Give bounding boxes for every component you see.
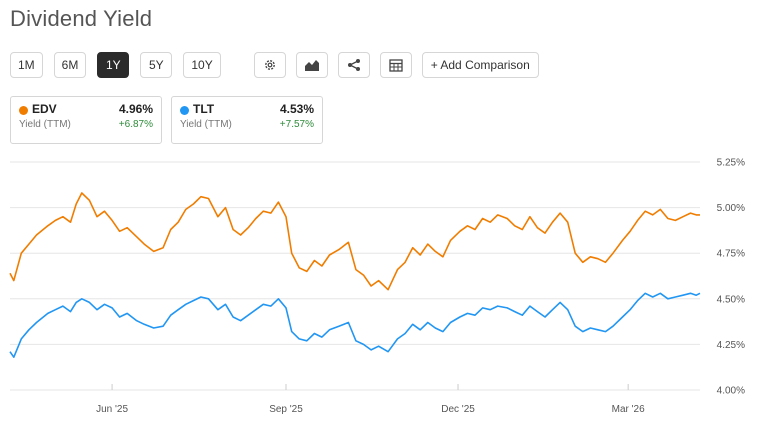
add-comparison-button[interactable]: + Add Comparison (421, 52, 539, 78)
gear-icon (264, 60, 275, 70)
series-line-tlt[interactable] (9, 292, 701, 358)
x-tick-label: Jun '25 (96, 404, 128, 415)
y-tick-label: 4.50% (717, 294, 745, 305)
legend-card-edv[interactable]: EDV 4.96% Yield (TTM) +6.87% (10, 96, 162, 144)
table-view-button[interactable] (379, 52, 412, 78)
axis-labels: 4.00% 4.25% 4.50% 4.75% 5.00% 5.25% Jun '25 Sep… (96, 158, 745, 416)
y-tick-label: 4.75% (717, 249, 745, 260)
table-icon (389, 58, 403, 72)
timeframe-1m-button[interactable]: 1M (10, 52, 43, 78)
legend-value: 4.53% (279, 102, 314, 116)
legend-value: 4.96% (118, 102, 153, 116)
settings-button[interactable] (253, 52, 286, 78)
x-tick-label: Dec '25 (441, 404, 475, 415)
legend-change: +6.87% (118, 119, 153, 130)
timeframe-5y-button[interactable]: 5Y (140, 52, 173, 78)
legend-metric-label: Yield (TTM) (180, 119, 232, 130)
series-lines (9, 192, 701, 358)
timeframe-10y-button[interactable]: 10Y (183, 52, 221, 78)
y-tick-label: 5.00% (717, 203, 745, 214)
series-line-edv[interactable] (9, 192, 700, 291)
legend-change: +7.57% (279, 119, 314, 130)
page-title: Dividend Yield (10, 6, 153, 31)
chart-type-button[interactable] (295, 52, 328, 78)
y-tick-label: 4.00% (717, 386, 745, 397)
grid-lines (10, 161, 700, 391)
share-button[interactable] (337, 52, 370, 78)
series-color-dot (19, 106, 28, 115)
timeframe-6m-button[interactable]: 6M (53, 52, 87, 78)
legend-card-tlt[interactable]: TLT 4.53% Yield (TTM) +7.57% (171, 96, 323, 144)
x-tick-label: Sep '25 (269, 404, 303, 415)
legend-metric-label: Yield (TTM) (19, 119, 71, 130)
y-tick-label: 5.25% (717, 158, 745, 169)
share-icon (347, 59, 360, 71)
y-tick-label: 4.25% (717, 340, 745, 351)
legend-ticker: TLT (193, 102, 215, 116)
toolbar: 1M 6M 1Y 5Y 10Y + Add Comparison (10, 52, 539, 78)
series-color-dot (180, 106, 189, 115)
chart-type-icon (304, 60, 319, 71)
dividend-yield-chart[interactable]: 4.00% 4.25% 4.50% 4.75% 5.00% 5.25% Jun '25 Sep… (0, 150, 759, 437)
timeframe-1y-button[interactable]: 1Y (97, 52, 130, 78)
x-tick-label: Mar '26 (612, 404, 645, 415)
legend-ticker: EDV (32, 102, 57, 116)
